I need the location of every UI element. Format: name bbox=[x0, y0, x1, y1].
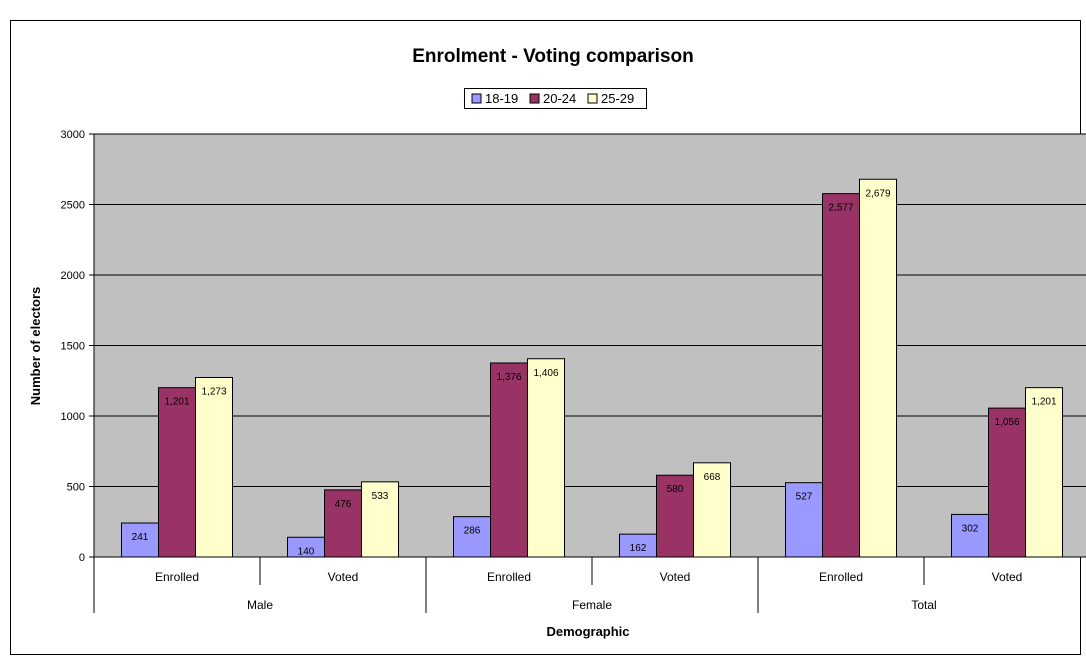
x-axis: Enrolled Voted Enrolled Voted Enrolled Voted M… bbox=[93, 556, 1086, 613]
y-tick-label: 1000 bbox=[61, 411, 85, 423]
x-category-label: Enrolled bbox=[819, 570, 863, 584]
y-tick-label: 0 bbox=[79, 552, 85, 564]
x-axis-label: Demographic bbox=[546, 624, 629, 639]
y-axis-label: Number of electors bbox=[28, 287, 43, 405]
legend-entry: 18-19 bbox=[485, 91, 518, 106]
x-category-label: Voted bbox=[328, 570, 359, 584]
bar-20-24 bbox=[988, 407, 1026, 558]
data-label: 533 bbox=[372, 491, 389, 502]
data-label: 1,376 bbox=[496, 372, 521, 383]
chart-title: Enrolment - Voting comparison bbox=[412, 46, 694, 67]
data-label: 1,056 bbox=[994, 417, 1019, 428]
x-category-label: Enrolled bbox=[155, 570, 199, 584]
bar-25-29 bbox=[693, 462, 731, 558]
data-label: 1,406 bbox=[533, 368, 558, 379]
legend: 18-19 20-24 25-29 bbox=[464, 88, 647, 109]
legend-entry: 25-29 bbox=[601, 91, 634, 106]
bar-25-29 bbox=[859, 178, 897, 558]
bar-20-24 bbox=[324, 489, 362, 558]
legend-entry: 20-24 bbox=[543, 91, 576, 106]
bar-18-19 bbox=[951, 513, 989, 558]
data-label: 302 bbox=[962, 523, 979, 534]
data-label: 1,201 bbox=[164, 397, 189, 408]
y-tick-label: 3000 bbox=[61, 129, 85, 141]
data-label: 580 bbox=[667, 484, 684, 495]
x-category-label: Voted bbox=[992, 570, 1023, 584]
legend-swatch bbox=[471, 93, 482, 104]
data-label: 476 bbox=[335, 499, 352, 510]
x-category-label: Enrolled bbox=[487, 570, 531, 584]
bar-20-24 bbox=[490, 362, 528, 558]
bar-25-29 bbox=[527, 358, 565, 558]
legend-swatch bbox=[529, 93, 540, 104]
data-label: 1,201 bbox=[1031, 397, 1056, 408]
data-label: 1,273 bbox=[201, 387, 226, 398]
y-tick-label: 500 bbox=[67, 482, 85, 494]
bar-25-29 bbox=[361, 481, 399, 558]
data-label: 162 bbox=[630, 543, 647, 554]
y-tick-label: 2500 bbox=[61, 200, 85, 212]
y-tick-label: 2000 bbox=[61, 270, 85, 282]
legend-swatch bbox=[587, 93, 598, 104]
y-tick-label: 1500 bbox=[61, 341, 85, 353]
plot-area: 241 1,201 1,273 140 476 533 286 1,376 1,406 162 58… bbox=[94, 133, 1086, 558]
x-group-label: Male bbox=[247, 598, 273, 612]
data-label: 286 bbox=[464, 526, 481, 537]
bar-25-29 bbox=[195, 377, 233, 558]
bar-20-24 bbox=[158, 387, 196, 558]
bar-25-29 bbox=[1025, 387, 1063, 558]
data-label: 668 bbox=[704, 472, 721, 483]
bar-18-19 bbox=[453, 516, 491, 558]
x-group-label: Female bbox=[572, 598, 612, 612]
bar-20-24 bbox=[822, 193, 860, 558]
data-label: 2,577 bbox=[828, 203, 853, 214]
x-category-label: Voted bbox=[660, 570, 691, 584]
y-axis: 0 500 1000 1500 2000 2500 3000 bbox=[61, 129, 95, 564]
data-label: 241 bbox=[132, 532, 149, 543]
data-label: 140 bbox=[298, 546, 315, 557]
data-label: 527 bbox=[796, 492, 813, 503]
legend-box bbox=[464, 88, 647, 109]
bar-18-19 bbox=[121, 522, 159, 558]
x-group-label: Total bbox=[911, 598, 936, 612]
data-label: 2,679 bbox=[865, 188, 890, 199]
